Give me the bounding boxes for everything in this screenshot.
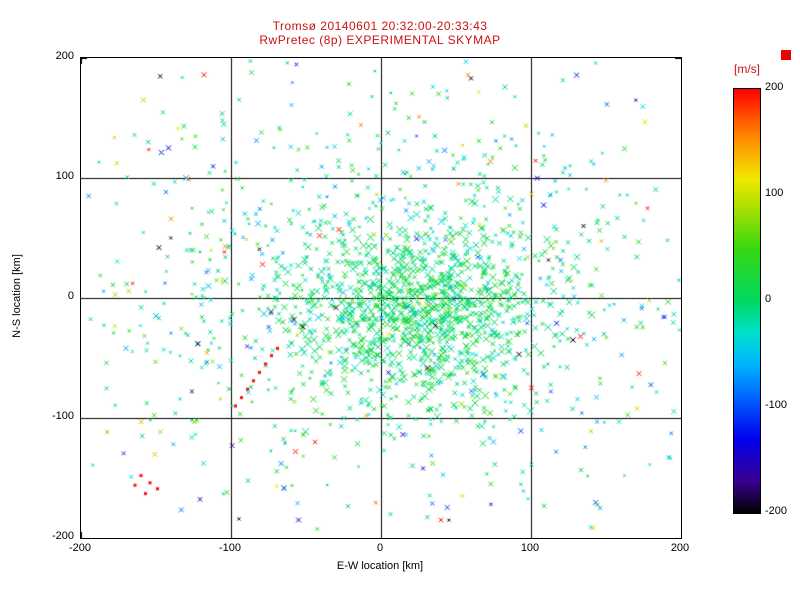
y-tick-label: 0 (67, 290, 74, 302)
colorbar-tick-label: 0 (765, 293, 772, 305)
x-tick-label: 0 (376, 542, 384, 554)
y-tick-label: -200 (51, 530, 74, 542)
plot-title: Tromsø 20140601 20:32:00-20:33:43 (272, 19, 488, 33)
colorbar-tick-label: -100 (765, 399, 788, 411)
x-axis-label: E-W location [km] (336, 560, 424, 572)
plot-subtitle: RwPretec (8p) EXPERIMENTAL SKYMAP (259, 33, 501, 47)
colorbar-tick-label: 200 (765, 81, 784, 93)
x-tick-label: 200 (670, 542, 690, 554)
x-tick-label: -100 (218, 542, 242, 554)
y-tick-label: 200 (55, 50, 74, 62)
scatter-plot-canvas (80, 57, 682, 539)
colorbar-units-label: [m/s] (734, 62, 760, 76)
colorbar-tick-label: -200 (765, 505, 788, 517)
x-tick-label: -200 (68, 542, 92, 554)
y-tick-label: -100 (51, 410, 74, 422)
x-tick-label: 100 (520, 542, 540, 554)
colorbar-max-swatch (781, 50, 791, 60)
y-tick-label: 100 (55, 170, 74, 182)
y-axis-label: N-S location [km] (11, 254, 23, 338)
colorbar-tick-label: 100 (765, 187, 784, 199)
velocity-colorbar (733, 88, 761, 514)
